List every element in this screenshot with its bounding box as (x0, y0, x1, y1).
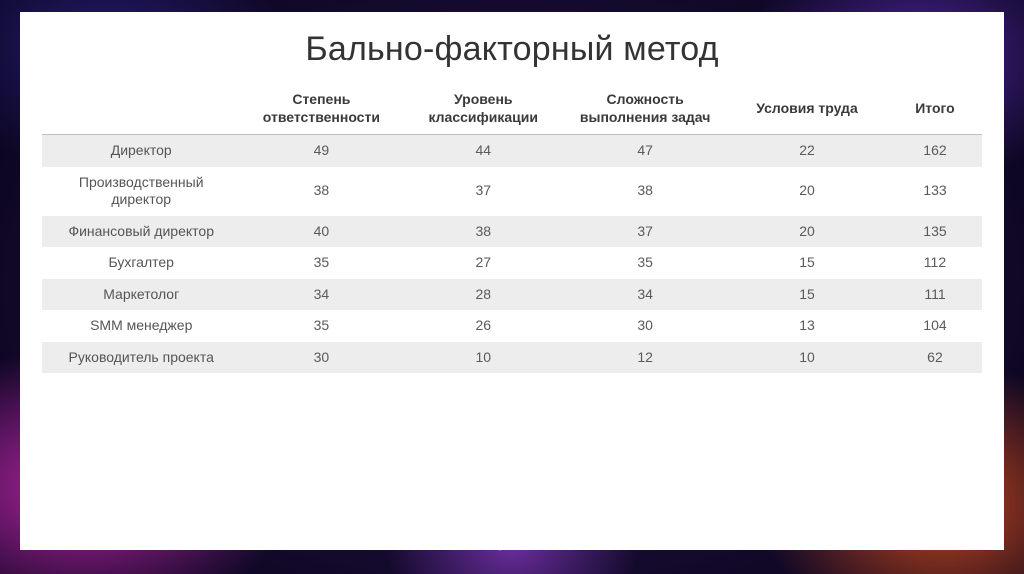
table-body: Директор 49 44 47 22 162 Производственны… (42, 135, 982, 374)
slide-card: Бально-факторный метод Степень ответстве… (20, 12, 1004, 550)
table-row: SMM менеджер 35 26 30 13 104 (42, 310, 982, 342)
cell-value: 22 (726, 135, 888, 167)
cell-value: 26 (402, 310, 564, 342)
cell-value: 35 (240, 310, 402, 342)
cell-value: 40 (240, 216, 402, 248)
cell-role: Руководитель проекта (42, 342, 240, 374)
col-header-class: Уровень классификации (402, 83, 564, 135)
cell-role: Бухгалтер (42, 247, 240, 279)
cell-total: 135 (888, 216, 982, 248)
cell-value: 49 (240, 135, 402, 167)
cell-value: 20 (726, 216, 888, 248)
cell-total: 112 (888, 247, 982, 279)
cell-value: 10 (726, 342, 888, 374)
table-row: Директор 49 44 47 22 162 (42, 135, 982, 167)
col-header-role (42, 83, 240, 135)
cell-value: 30 (564, 310, 726, 342)
cell-total: 111 (888, 279, 982, 311)
table-row: Маркетолог 34 28 34 15 111 (42, 279, 982, 311)
cell-value: 34 (564, 279, 726, 311)
cell-total: 62 (888, 342, 982, 374)
cell-value: 37 (564, 216, 726, 248)
cell-value: 28 (402, 279, 564, 311)
cell-value: 38 (402, 216, 564, 248)
cell-value: 12 (564, 342, 726, 374)
cell-role: SMM менеджер (42, 310, 240, 342)
cell-value: 35 (240, 247, 402, 279)
cell-value: 47 (564, 135, 726, 167)
col-header-resp: Степень ответственности (240, 83, 402, 135)
cell-role: Маркетолог (42, 279, 240, 311)
cell-value: 15 (726, 279, 888, 311)
col-header-total: Итого (888, 83, 982, 135)
slide-title: Бально-факторный метод (42, 30, 982, 69)
cell-value: 38 (564, 167, 726, 216)
score-table: Степень ответственности Уровень классифи… (42, 83, 982, 373)
cell-value: 37 (402, 167, 564, 216)
cell-value: 35 (564, 247, 726, 279)
cell-value: 10 (402, 342, 564, 374)
table-row: Руководитель проекта 30 10 12 10 62 (42, 342, 982, 374)
cell-role: Финансовый директор (42, 216, 240, 248)
cell-value: 44 (402, 135, 564, 167)
cell-total: 162 (888, 135, 982, 167)
cell-value: 30 (240, 342, 402, 374)
cell-total: 133 (888, 167, 982, 216)
table-header-row: Степень ответственности Уровень классифи… (42, 83, 982, 135)
col-header-comp: Сложность выполнения задач (564, 83, 726, 135)
cell-value: 34 (240, 279, 402, 311)
table-row: Финансовый директор 40 38 37 20 135 (42, 216, 982, 248)
cell-role: Производственный директор (42, 167, 240, 216)
table-row: Бухгалтер 35 27 35 15 112 (42, 247, 982, 279)
cell-total: 104 (888, 310, 982, 342)
col-header-cond: Условия труда (726, 83, 888, 135)
cell-value: 15 (726, 247, 888, 279)
cell-value: 13 (726, 310, 888, 342)
cell-value: 20 (726, 167, 888, 216)
cell-value: 38 (240, 167, 402, 216)
table-row: Производственный директор 38 37 38 20 13… (42, 167, 982, 216)
cell-role: Директор (42, 135, 240, 167)
cell-value: 27 (402, 247, 564, 279)
